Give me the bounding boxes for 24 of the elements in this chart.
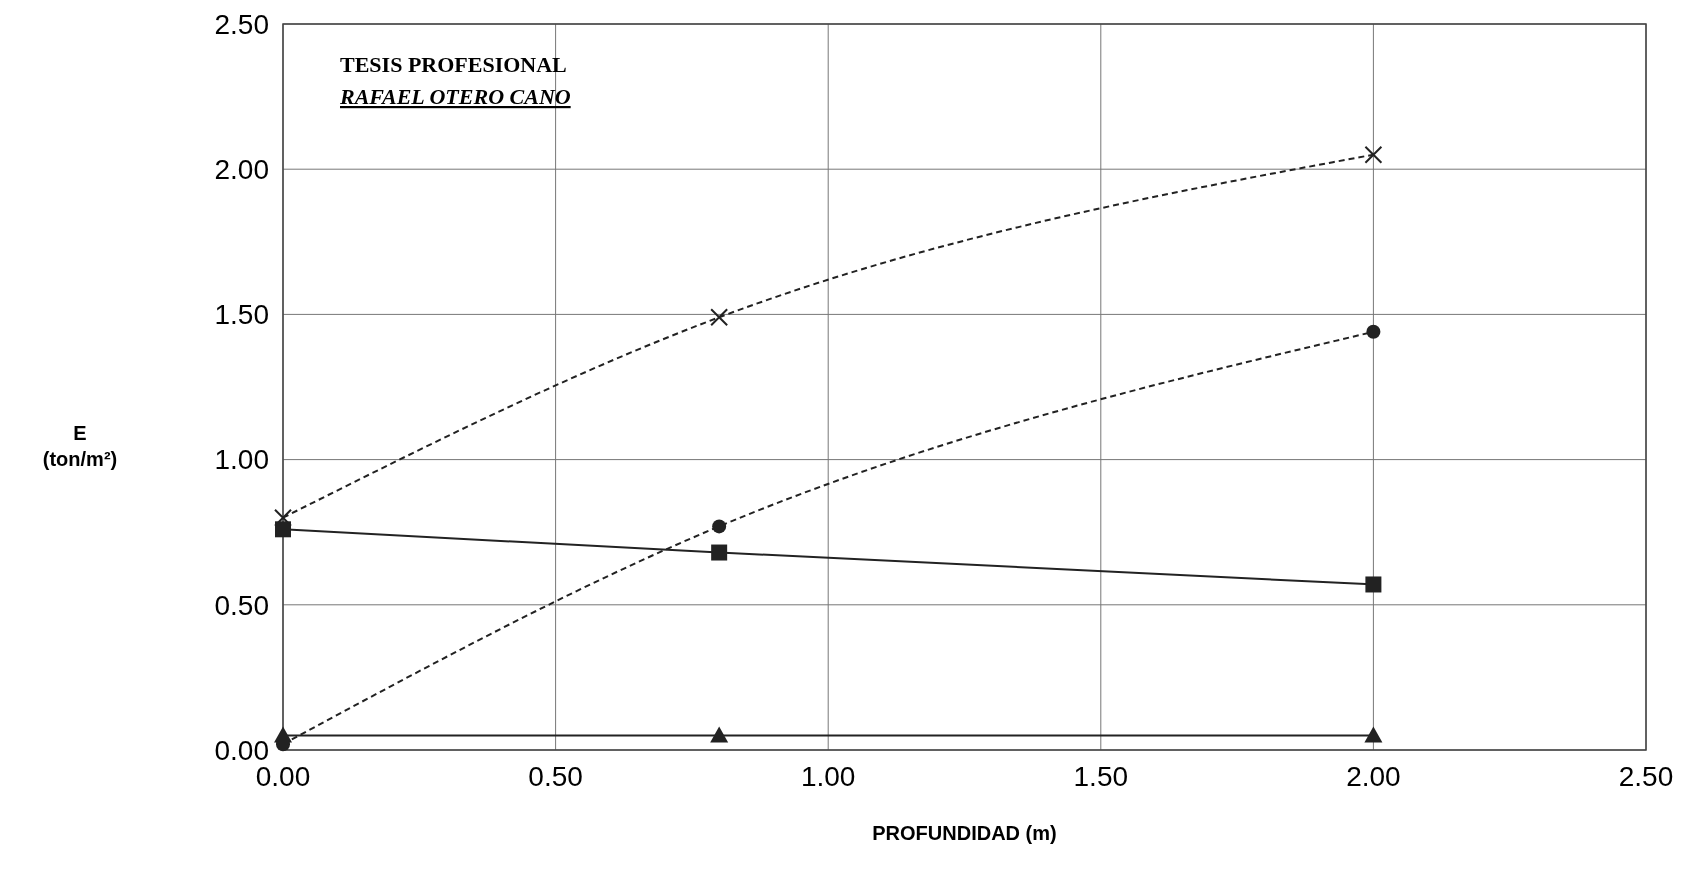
annotation: RAFAEL OTERO CANO <box>339 84 571 109</box>
point <box>274 726 292 743</box>
y-axis-title: E (ton/m²) <box>42 421 118 470</box>
y-tick-label: 0.50 <box>214 589 269 621</box>
point <box>1364 726 1383 743</box>
y-tick-label: 1.00 <box>214 444 269 476</box>
point <box>1365 576 1382 593</box>
x-tick-label: 2.00 <box>1346 761 1401 792</box>
point <box>712 519 727 534</box>
x-axis-title: PROFUNDIDAD (m) <box>872 822 1057 844</box>
y-tick-label: 2.50 <box>214 8 269 40</box>
y-tick-label: 2.00 <box>214 154 269 185</box>
point <box>710 726 729 743</box>
x-tick-label: 1.50 <box>1073 761 1129 792</box>
point <box>711 544 728 561</box>
x-tick-label: 2.50 <box>1618 761 1674 792</box>
annotation: TESIS PROFESIONAL <box>340 52 567 77</box>
y-tick-label: 1.50 <box>214 299 269 331</box>
point <box>1364 145 1383 164</box>
point <box>275 521 291 538</box>
x-tick-label: 1.00 <box>800 761 856 792</box>
point <box>1366 324 1381 339</box>
point <box>710 308 729 327</box>
x-tick-label: 0.50 <box>528 761 583 792</box>
